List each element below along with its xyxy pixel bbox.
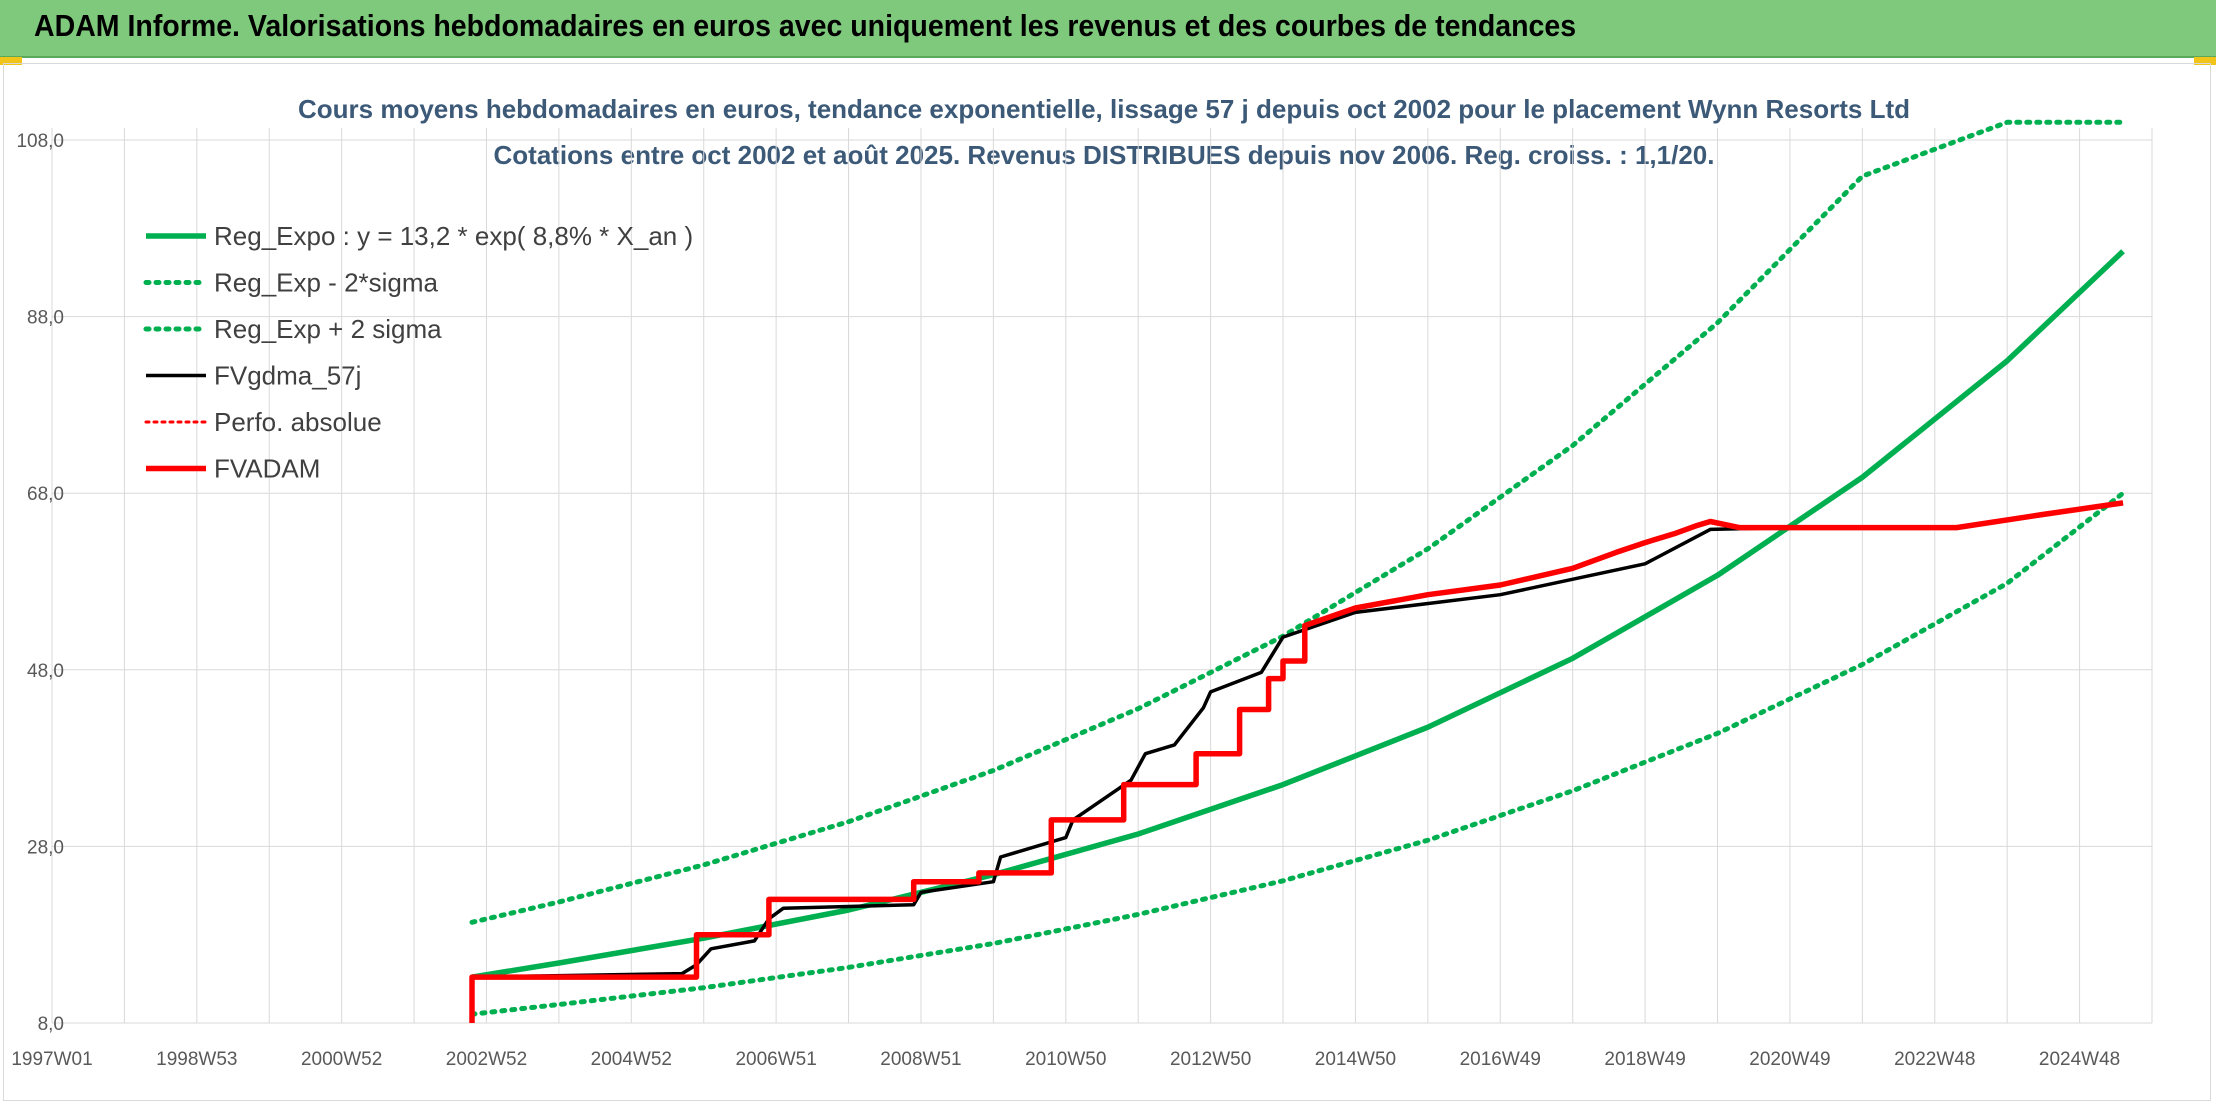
x-tick-label: 1997W01: [11, 1049, 92, 1070]
legend-label: Perfo. absolue: [214, 407, 382, 437]
series-lines: [469, 119, 2126, 1023]
legend-label: FVADAM: [214, 454, 320, 484]
series-line: [469, 490, 2126, 1017]
y-tick-label: 68,0: [27, 484, 64, 505]
legend-label: Reg_Exp - 2*sigma: [214, 268, 439, 298]
x-tick-label: 2004W52: [591, 1049, 672, 1070]
x-tick-label: 2018W49: [1604, 1049, 1685, 1070]
report-title: ADAM Informe. Valorisations hebdomadaire…: [34, 8, 1577, 43]
report-banner: ADAM Informe. Valorisations hebdomadaire…: [0, 0, 2216, 58]
series-line: [471, 249, 2125, 980]
x-tick-label: 2020W49: [1749, 1049, 1830, 1070]
y-tick-label: 108,0: [16, 131, 64, 152]
x-tick-label: 1998W53: [156, 1049, 237, 1070]
x-tick-label: 2024W48: [2039, 1049, 2120, 1070]
legend: Reg_Expo : y = 13,2 * exp( 8,8% * X_an )…: [143, 221, 693, 484]
x-tick-label: 2006W51: [735, 1049, 816, 1070]
y-tick-label: 48,0: [27, 661, 64, 682]
legend-label: Reg_Exp + 2 sigma: [214, 314, 442, 344]
x-tick-label: 2002W52: [446, 1049, 527, 1070]
y-tick-label: 28,0: [27, 837, 64, 858]
legend-label: Reg_Expo : y = 13,2 * exp( 8,8% * X_an ): [214, 221, 693, 251]
x-tick-label: 2010W50: [1025, 1049, 1106, 1070]
y-tick-label: 88,0: [27, 308, 64, 329]
x-tick-label: 2008W51: [880, 1049, 961, 1070]
x-tick-label: 2016W49: [1460, 1049, 1541, 1070]
series-line: [471, 501, 2124, 979]
chart-title-line-2: Cotations entre oct 2002 et août 2025. R…: [494, 140, 1715, 170]
x-tick-label: 2000W52: [301, 1049, 382, 1070]
chart-frame: [3, 63, 2211, 1101]
x-tick-label: 2012W50: [1170, 1049, 1251, 1070]
x-tick-label: 2022W48: [1894, 1049, 1975, 1070]
grid-lines: [51, 128, 2153, 1024]
x-tick-label: 2014W50: [1315, 1049, 1396, 1070]
x-axis-ticks: 1997W01 1998W53 2000W52 2002W52 2004W52 2006W…: [11, 1049, 2120, 1070]
chart-title-line-1: Cours moyens hebdomadaires en euros, ten…: [298, 94, 1910, 124]
corner-mark-left: [0, 57, 22, 65]
legend-label: FVgdma_57j: [214, 361, 361, 391]
corner-mark-right: [2194, 57, 2216, 65]
series-line: [469, 500, 2124, 1023]
y-axis-ticks: 8,0 28,0 48,0 68,0 88,0 108,0: [16, 131, 64, 1035]
series-line: [469, 119, 2126, 925]
y-tick-label: 8,0: [38, 1014, 64, 1035]
